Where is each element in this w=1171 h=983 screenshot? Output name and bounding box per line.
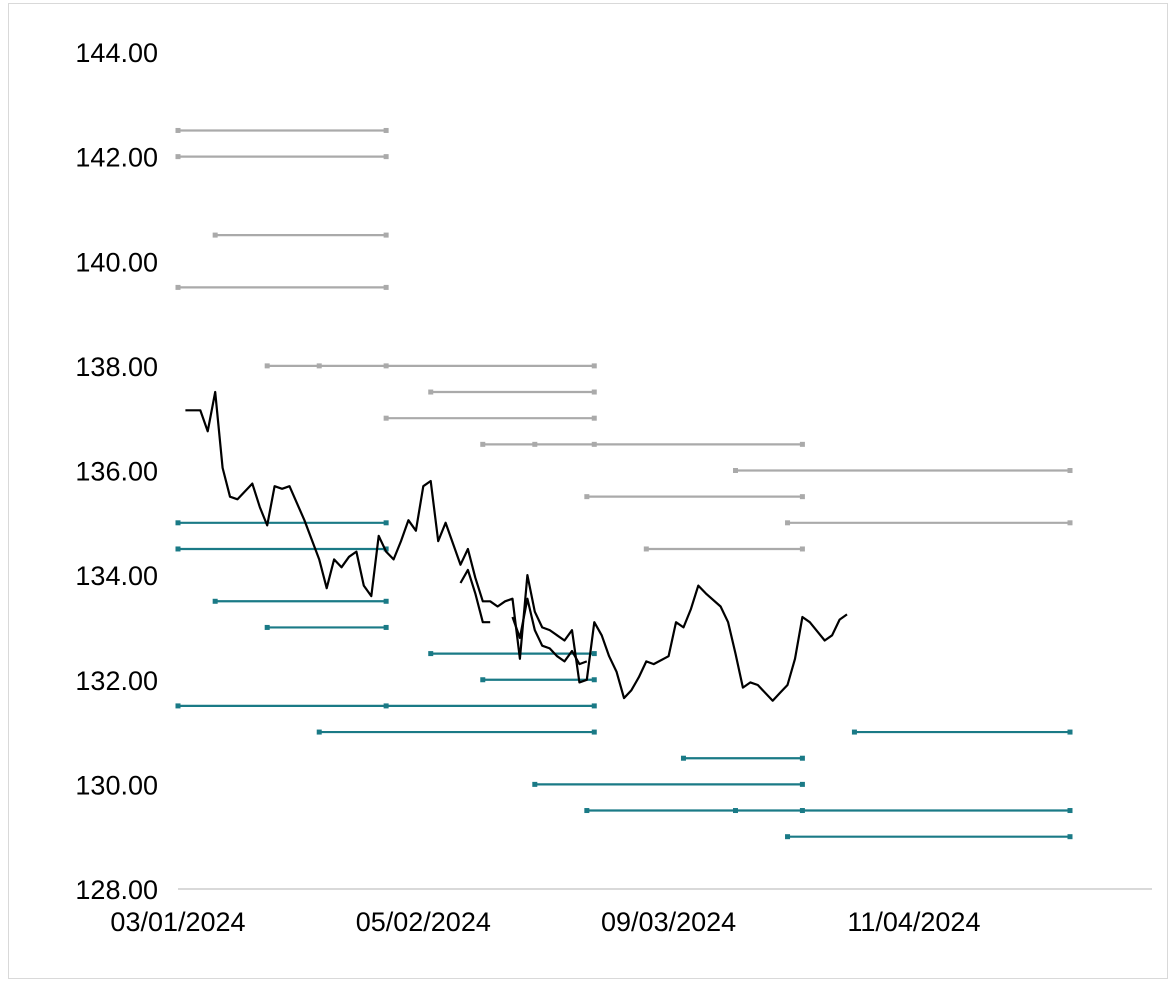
y-tick-label: 136.00 [75,457,158,487]
y-tick-label: 142.00 [75,143,158,173]
lower-level-marker [591,703,597,709]
upper-level-marker [785,520,791,526]
price-series-line [511,597,588,666]
x-tick-label: 11/04/2024 [847,907,980,937]
lower-level-marker [851,729,857,735]
lower-level-marker [175,703,181,709]
upper-level-marker [643,546,649,552]
upper-level-marker [584,494,590,500]
lower-level-marker [591,729,597,735]
upper-level-marker [383,284,389,290]
x-tick-label: 09/03/2024 [601,907,736,937]
upper-level-marker [591,441,597,447]
lower-level-marker [1067,729,1073,735]
lower-level-marker [591,651,597,657]
upper-level-marker [591,389,597,395]
upper-level-marker [383,232,389,238]
upper-level-marker [1067,468,1073,473]
lower-level-marker [799,808,805,814]
lower-level-marker [680,755,686,761]
lower-level-marker [383,624,389,630]
lower-level-marker [799,781,805,787]
y-tick-label: 144.00 [75,38,158,68]
x-axis-ticks: 03/01/2024 05/02/2024 09/03/2024 11/04/2024 [110,907,980,937]
lower-level-marker [383,546,389,552]
upper-level-marker [383,154,389,160]
upper-level-marker [212,232,218,238]
lower-level-marker [175,546,181,552]
upper-level-marker [383,127,389,133]
lower-level-marker [428,651,434,657]
lower-level-marker [264,624,270,630]
upper-level-marker [799,546,805,552]
lower-level-marker [383,703,389,709]
y-tick-label: 138.00 [75,352,158,382]
lower-level-marker [383,598,389,604]
upper-level-marker [316,363,322,369]
upper-level-marker [799,494,805,500]
lower-level-marker [316,729,322,735]
upper-level-marker [428,389,434,395]
upper-level-marker [480,441,486,447]
lower-level-marker [733,808,738,814]
lower-level-marker [480,677,486,683]
upper-level-marker [264,363,270,369]
upper-level-marker [383,415,389,421]
lower-level-marker [532,781,538,787]
upper-level-marker [591,363,597,369]
lower-level-marker [175,520,181,526]
lower-level-marker [1067,834,1073,840]
upper-level-marker [733,468,738,473]
y-tick-label: 134.00 [75,561,158,591]
levels-layer [175,127,1073,840]
lower-level-marker [383,520,389,526]
y-tick-label: 130.00 [75,770,158,800]
upper-level-marker [175,284,181,290]
upper-level-marker [591,415,597,421]
y-tick-label: 140.00 [75,247,158,277]
lower-level-marker [591,677,597,683]
upper-level-marker [532,441,538,447]
x-tick-label: 05/02/2024 [356,907,491,937]
price-series-line [459,568,491,624]
upper-level-marker [383,363,389,369]
series-layer [185,390,848,702]
y-axis-ticks: 128.00 130.00 132.00 134.00 136.00 138.00 140.… [75,38,158,905]
chart-frame [8,3,1168,979]
lower-level-marker [785,834,791,840]
y-tick-label: 128.00 [75,875,158,905]
lower-level-marker [212,598,218,604]
lower-level-marker [1067,808,1073,814]
upper-level-marker [175,154,181,160]
upper-level-marker [175,127,181,133]
upper-level-marker [799,441,805,447]
x-tick-label: 03/01/2024 [110,907,245,937]
lower-level-marker [799,755,805,761]
lower-level-marker [584,808,590,814]
upper-level-marker [1067,520,1073,526]
y-tick-label: 132.00 [75,666,158,696]
